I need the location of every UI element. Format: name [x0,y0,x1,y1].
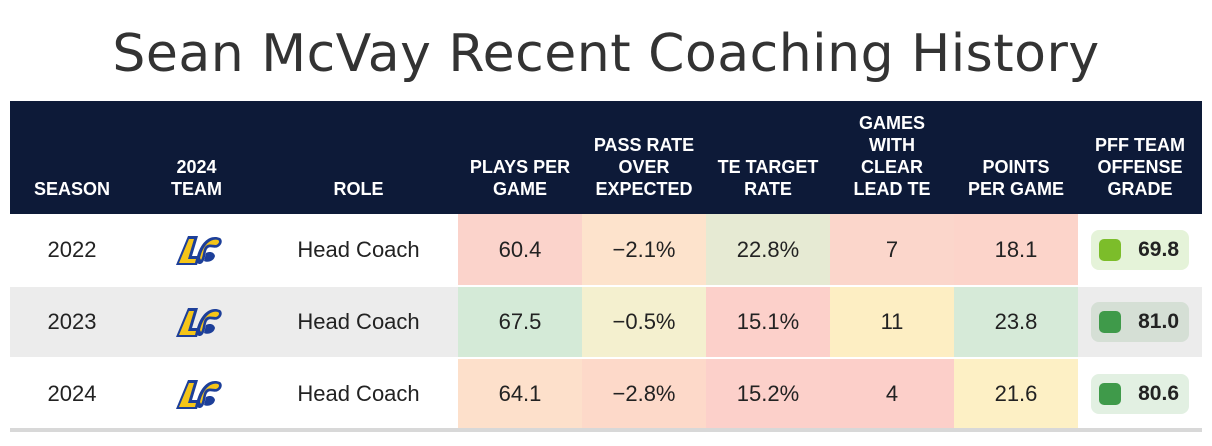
plays-per-game-cell: 60.4 [458,214,582,287]
points-per-game-cell: 23.8 [954,286,1078,359]
la-rams-logo-icon [175,308,222,337]
header-points-per-game: POINTS PER GAME [954,101,1078,214]
pff-grade-badge: 69.8 [1091,229,1189,270]
role-cell: Head Coach [259,358,458,432]
games-clear-lead-te-cell: 4 [830,358,954,432]
pff-grade-badge: 81.0 [1091,302,1189,342]
header-pff-grade: PFF TEAM OFFENSE GRADE [1078,101,1202,214]
season-cell: 2024 [10,358,134,432]
pass-rate-over-expected-cell: −0.5% [582,286,706,359]
table-row: 2024 Head Coach 64.1 −2.8% 15.2% 4 21.6 80.6 [10,358,1202,432]
header-games-clear-lead-te: GAMES WITH CLEAR LEAD TE [830,101,954,214]
team-logo-cell [134,286,259,359]
header-plays-per-game: PLAYS PER GAME [458,101,582,214]
pass-rate-over-expected-cell: −2.8% [582,358,706,432]
points-per-game-cell: 21.6 [954,358,1078,432]
coaching-history-table: SEASON 2024 TEAM ROLE PLAYS PER GAME PASS … [10,101,1202,432]
role-cell: Head Coach [259,214,458,287]
team-logo-cell [134,358,259,432]
table-body: 2022 Head Coach 60.4 −2.1% 22.8% 7 18.1 69.8 202… [10,214,1202,432]
la-rams-logo-icon [175,379,222,409]
pff-grade-badge: 80.6 [1091,373,1189,414]
pff-grade-value: 80.6 [1138,381,1179,405]
pff-grade-cell: 81.0 [1078,286,1202,359]
team-logo-cell [134,214,259,287]
games-clear-lead-te-cell: 7 [830,214,954,287]
role-cell: Head Coach [259,286,458,359]
grade-color-icon [1099,382,1121,405]
header-pass-rate-over-expected: PASS RATE OVER EXPECTED [582,101,706,214]
pff-grade-value: 81.0 [1138,310,1179,333]
games-clear-lead-te-cell: 11 [830,286,954,359]
pff-grade-cell: 69.8 [1078,214,1202,287]
table-row: 2023 Head Coach 67.5 −0.5% 15.1% 11 23.8 81.0 [10,286,1202,359]
season-cell: 2022 [10,214,134,287]
plays-per-game-cell: 64.1 [458,358,582,432]
te-target-rate-cell: 15.2% [706,358,830,432]
header-role: ROLE [259,101,458,214]
table-row: 2022 Head Coach 60.4 −2.1% 22.8% 7 18.1 69.8 [10,214,1202,287]
points-per-game-cell: 18.1 [954,214,1078,287]
pff-grade-cell: 80.6 [1078,358,1202,432]
pff-grade-value: 69.8 [1138,237,1179,261]
te-target-rate-cell: 22.8% [706,214,830,287]
header-season: SEASON [10,101,134,214]
pass-rate-over-expected-cell: −2.1% [582,214,706,287]
header-te-target-rate: TE TARGET RATE [706,101,830,214]
season-cell: 2023 [10,286,134,359]
plays-per-game-cell: 67.5 [458,286,582,359]
grade-color-icon [1099,311,1121,333]
grade-color-icon [1099,238,1121,261]
header-team: 2024 TEAM [134,101,259,214]
te-target-rate-cell: 15.1% [706,286,830,359]
page-title: Sean McVay Recent Coaching History [112,24,1100,84]
header-row: SEASON 2024 TEAM ROLE PLAYS PER GAME PASS … [10,101,1202,214]
la-rams-logo-icon [175,235,222,265]
